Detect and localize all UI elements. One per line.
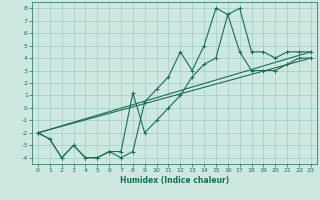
X-axis label: Humidex (Indice chaleur): Humidex (Indice chaleur): [120, 176, 229, 185]
